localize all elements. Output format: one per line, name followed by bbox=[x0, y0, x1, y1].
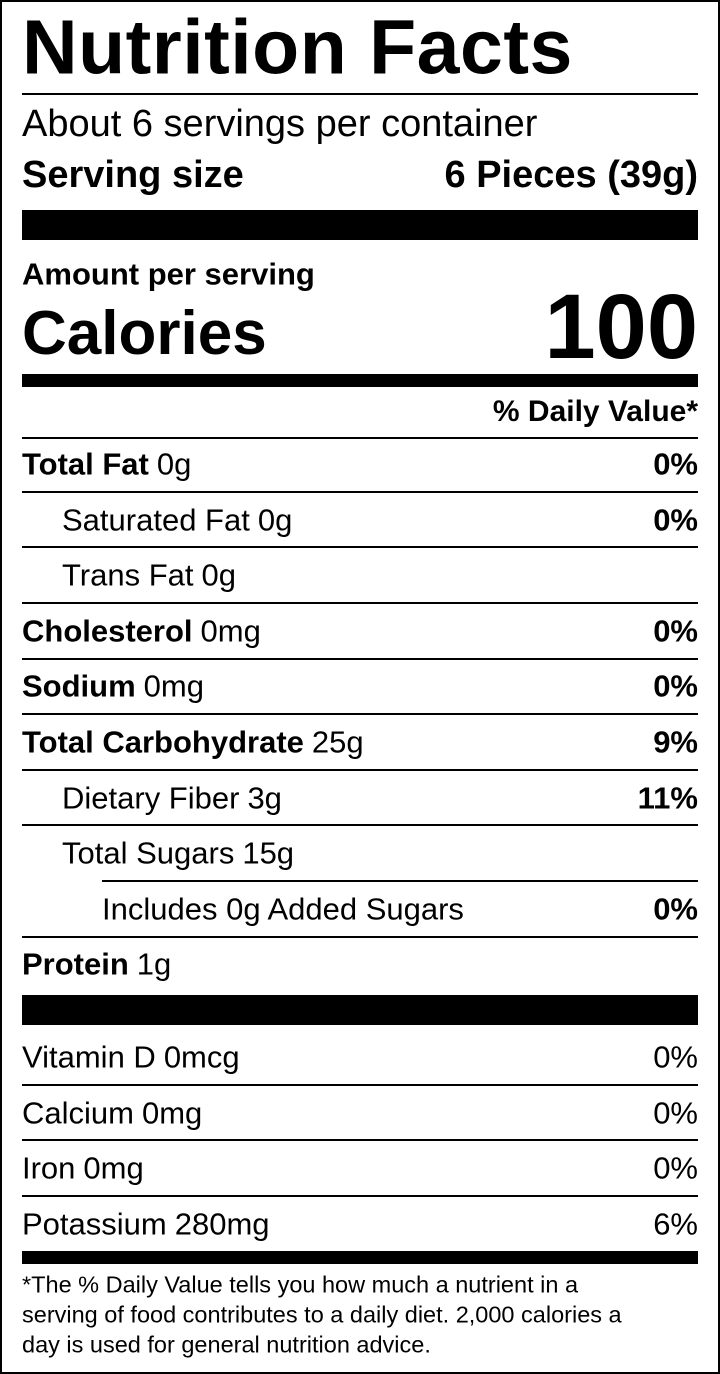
nutrient-row: Includes 0g Added Sugars bbox=[102, 893, 464, 924]
nutrient-row: Trans Fat 0g bbox=[62, 560, 236, 591]
daily-value: 0% bbox=[653, 1095, 698, 1131]
nutrient-name: Includes 0g Added Sugars bbox=[102, 891, 464, 927]
daily-value: 0% bbox=[653, 1039, 698, 1075]
nutrient-name: Calcium bbox=[22, 1095, 134, 1131]
daily-value: 0% bbox=[653, 446, 698, 482]
rule bbox=[22, 437, 698, 439]
rule bbox=[22, 657, 698, 660]
rule bbox=[22, 935, 698, 938]
servings: About 6 servings per container bbox=[22, 103, 538, 145]
rule bbox=[22, 824, 698, 827]
nutrient-name: Saturated Fat bbox=[62, 502, 250, 538]
nutrient-amount: 25g bbox=[311, 724, 364, 760]
amount-per-serving: Amount per serving bbox=[22, 256, 315, 292]
nutrient-row: Saturated Fat 0g bbox=[62, 504, 292, 535]
footnote-line: day is used for general nutrition advice… bbox=[22, 1331, 431, 1358]
nutrient-amount: 280mg bbox=[174, 1206, 270, 1242]
nutrient-row: Potassium 280mg bbox=[22, 1208, 270, 1239]
calories-label: Calories bbox=[22, 299, 267, 368]
nutrient-row: Iron 0mg bbox=[22, 1153, 144, 1184]
nutrient-row: Cholesterol 0mg bbox=[22, 615, 261, 646]
rule bbox=[22, 546, 698, 549]
nutrient-amount: 0mg bbox=[141, 1095, 203, 1131]
nutrient-amount: 0mg bbox=[200, 613, 261, 649]
nutrient-amount: 0g bbox=[257, 502, 293, 538]
daily-value: 0% bbox=[653, 1150, 698, 1186]
nutrient-row: Calcium 0mg bbox=[22, 1097, 202, 1128]
rule bbox=[22, 602, 698, 604]
nutrient-amount: 0mcg bbox=[163, 1039, 240, 1075]
serving-size-value: 6 Pieces (39g) bbox=[444, 154, 698, 196]
footnote-line: *The % Daily Value tells you how much a … bbox=[22, 1271, 579, 1298]
calories-value: 100 bbox=[544, 276, 699, 378]
thick-rule bbox=[22, 1251, 698, 1264]
rule bbox=[22, 1139, 698, 1142]
nutrient-amount: 0g bbox=[201, 557, 236, 593]
rule bbox=[22, 93, 698, 95]
nutrient-row: Total Fat 0g bbox=[22, 449, 191, 480]
nutrient-name: Total Carbohydrate bbox=[22, 724, 304, 760]
thick-rule bbox=[22, 210, 698, 240]
rule bbox=[22, 1195, 698, 1197]
nutrient-name: Potassium bbox=[22, 1206, 167, 1242]
daily-value: 11% bbox=[637, 780, 698, 816]
nutrient-amount: 0mg bbox=[143, 668, 204, 704]
rule bbox=[22, 1083, 698, 1086]
nutrient-name: Dietary Fiber bbox=[62, 780, 240, 816]
rule bbox=[102, 880, 698, 882]
daily-value: 0% bbox=[653, 502, 698, 538]
daily-value: 0% bbox=[653, 891, 698, 927]
nutrient-name: Iron bbox=[22, 1150, 76, 1186]
rule bbox=[22, 768, 698, 771]
rule bbox=[22, 490, 698, 493]
nutrient-amount: 0g bbox=[156, 446, 192, 482]
nutrient-name: Vitamin D bbox=[22, 1039, 156, 1075]
title: Nutrition Facts bbox=[22, 4, 573, 91]
thick-rule bbox=[22, 374, 698, 387]
nutrient-amount: 0mg bbox=[83, 1150, 144, 1186]
nutrient-amount: 3g bbox=[247, 780, 282, 816]
nutrient-name: Cholesterol bbox=[22, 613, 193, 649]
daily-value: 0% bbox=[653, 613, 698, 649]
thick-rule bbox=[22, 995, 698, 1025]
nutrient-row: Sodium 0mg bbox=[22, 671, 204, 702]
nutrient-name: Total Sugars bbox=[62, 835, 235, 871]
nutrient-row: Total Carbohydrate 25g bbox=[22, 727, 364, 758]
footnote-line: serving of food contributes to a daily d… bbox=[22, 1301, 622, 1328]
nutrient-amount: 15g bbox=[242, 835, 295, 871]
nutrient-row: Total Sugars 15g bbox=[62, 838, 294, 869]
daily-value-header: % Daily Value* bbox=[492, 395, 698, 428]
rule bbox=[22, 713, 698, 716]
daily-value: 0% bbox=[653, 668, 698, 704]
daily-value: 6% bbox=[653, 1206, 698, 1242]
nutrient-name: Trans Fat bbox=[62, 557, 194, 593]
nutrient-name: Total Fat bbox=[22, 446, 149, 482]
nutrient-amount: 1g bbox=[136, 946, 172, 982]
nutrient-name: Sodium bbox=[22, 668, 136, 704]
daily-value: 9% bbox=[653, 724, 698, 760]
nutrient-name: Protein bbox=[22, 946, 129, 982]
nutrient-row: Vitamin D 0mcg bbox=[22, 1042, 240, 1073]
serving-size-label: Serving size bbox=[22, 154, 244, 196]
nutrient-row: Protein 1g bbox=[22, 949, 171, 980]
nutrient-row: Dietary Fiber 3g bbox=[62, 782, 282, 813]
